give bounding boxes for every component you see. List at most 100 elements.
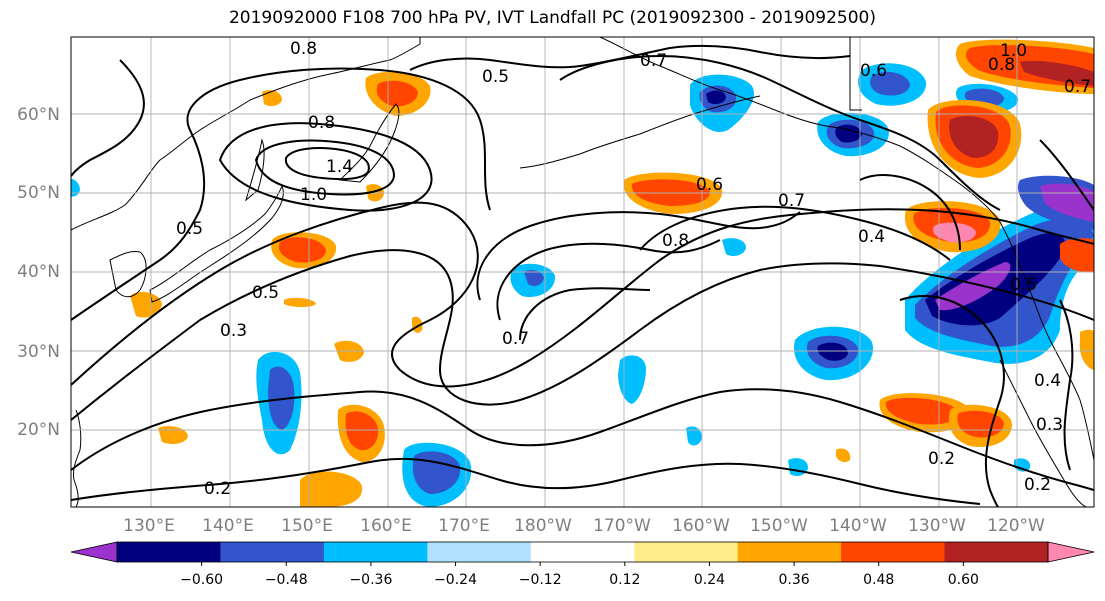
anomaly-patch (524, 270, 544, 286)
anomaly-patch (158, 426, 188, 444)
contour-line (519, 287, 651, 341)
anomaly-patch (706, 90, 726, 105)
colorbar: −0.60 −0.48 −0.36 −0.24 −0.12 0.12 0.24 0.36 0.4… (70, 541, 1095, 588)
contour-label: 1.0 (1000, 41, 1027, 61)
contour-label: 0.5 (252, 283, 279, 303)
lon-label: 160°W (672, 516, 730, 536)
contour-label: 0.3 (220, 321, 247, 341)
lon-label: 140°E (202, 516, 254, 536)
contour-line (71, 59, 145, 177)
contour-label: 0.3 (1036, 415, 1063, 435)
anomaly-patch (278, 237, 326, 263)
lon-label: 180°W (514, 516, 572, 536)
map-title: 2019092000 F108 700 hPa PV, IVT Landfall… (228, 8, 876, 28)
contour-label: 0.5 (482, 67, 509, 87)
shaded-anomalies (71, 39, 1094, 507)
map-frame (70, 36, 1095, 508)
contour-label: 0.2 (1024, 475, 1051, 495)
contour-label: 0.5 (1010, 275, 1037, 295)
lon-label: 140°W (829, 516, 887, 536)
colorbar-segment (427, 542, 532, 562)
anomaly-patch (932, 222, 976, 243)
colorbar-extend-max (1047, 541, 1095, 563)
anomaly-patch (1079, 329, 1094, 370)
colorbar-tick-label: 0.36 (779, 572, 810, 588)
anomaly-patch (817, 342, 848, 361)
colorbar-tick-label: 0.60 (948, 572, 979, 588)
contour-label: 0.4 (858, 227, 885, 247)
colorbar-tick-label: −0.60 (180, 572, 223, 588)
lat-label: 50°N (17, 183, 60, 203)
contour-label: 0.7 (640, 51, 667, 71)
coastline-alaska (599, 37, 1094, 461)
colorbar-segment (944, 542, 1049, 562)
contour-label: 0.2 (204, 479, 231, 499)
contour-line (71, 201, 1094, 388)
contour-label: 1.0 (300, 185, 327, 205)
graticule (71, 37, 1094, 507)
anomaly-patch (885, 397, 958, 425)
lon-label: 160°E (360, 516, 412, 536)
colorbar-segment (220, 542, 325, 562)
contour-label: 0.7 (1064, 77, 1091, 97)
contour-label: 0.7 (778, 191, 805, 211)
contour-line (1059, 299, 1074, 471)
lon-label: 130°E (123, 516, 175, 536)
contour-line (71, 67, 491, 321)
contour-label: 0.5 (176, 219, 203, 239)
colorbar-tick-label: 0.48 (863, 572, 894, 588)
contour-line (71, 388, 1094, 491)
lat-label: 20°N (17, 420, 60, 440)
longitude-labels: 130°E 140°E 150°E 160°E 170°E 180°W 170°W 160°W… (123, 516, 1045, 536)
lon-label: 120°W (987, 516, 1045, 536)
colorbar-segment (117, 542, 221, 562)
anomaly-patch (1060, 238, 1094, 273)
contour-line (496, 239, 721, 321)
map-plot-area: 0.8 0.5 0.7 0.6 1.0 0.8 0.7 0.8 1.4 1.0 … (71, 37, 1094, 507)
lat-label: 60°N (17, 105, 60, 125)
colorbar-segment (530, 542, 635, 562)
coastline-korea (109, 251, 147, 298)
coastline-mexico (999, 359, 1087, 507)
contour-line (559, 54, 1001, 211)
contour-line (899, 295, 1005, 507)
anomaly-patch (345, 411, 379, 451)
contour-label: 0.8 (662, 231, 689, 251)
colorbar-segment (737, 542, 842, 562)
anomaly-patch (376, 80, 418, 107)
lon-label: 170°E (438, 516, 490, 536)
anomaly-patch (130, 291, 162, 318)
contour-label: 0.7 (502, 329, 529, 349)
contour-line (71, 457, 981, 505)
contour-line (409, 44, 851, 71)
lon-label: 150°W (750, 516, 808, 536)
contour-line (218, 122, 433, 212)
colorbar-extend-min (70, 541, 118, 563)
anomaly-patch (949, 116, 999, 158)
colorbar-tick-label: 0.24 (694, 572, 725, 588)
anomaly-patch (957, 410, 1004, 438)
colorbar-segment (634, 542, 739, 562)
anomaly-patch (835, 124, 862, 143)
colorbar-tick-label: −0.36 (349, 572, 392, 588)
coastline-aleutians (519, 95, 761, 169)
contour-labels: 0.8 0.5 0.7 0.6 1.0 0.8 0.7 0.8 1.4 1.0 … (176, 39, 1091, 499)
coastline-philippines (73, 409, 82, 507)
pv-contours (71, 44, 1094, 507)
anomaly-patch (412, 451, 461, 494)
contour-label: 0.6 (696, 175, 723, 195)
contour-line (71, 249, 1094, 421)
anomaly-patch (935, 262, 1011, 311)
lon-label: 150°E (281, 516, 333, 536)
contour-line (1039, 139, 1094, 211)
contour-line (639, 205, 951, 261)
contour-label: 0.2 (928, 449, 955, 469)
anomaly-patch (300, 471, 363, 507)
colorbar-tick-label: 0.12 (609, 572, 640, 588)
contour-line (284, 147, 370, 181)
anomaly-patch (618, 355, 646, 404)
contour-label: 0.4 (1034, 371, 1061, 391)
contour-label: 0.8 (988, 55, 1015, 75)
lat-label: 40°N (17, 262, 60, 282)
